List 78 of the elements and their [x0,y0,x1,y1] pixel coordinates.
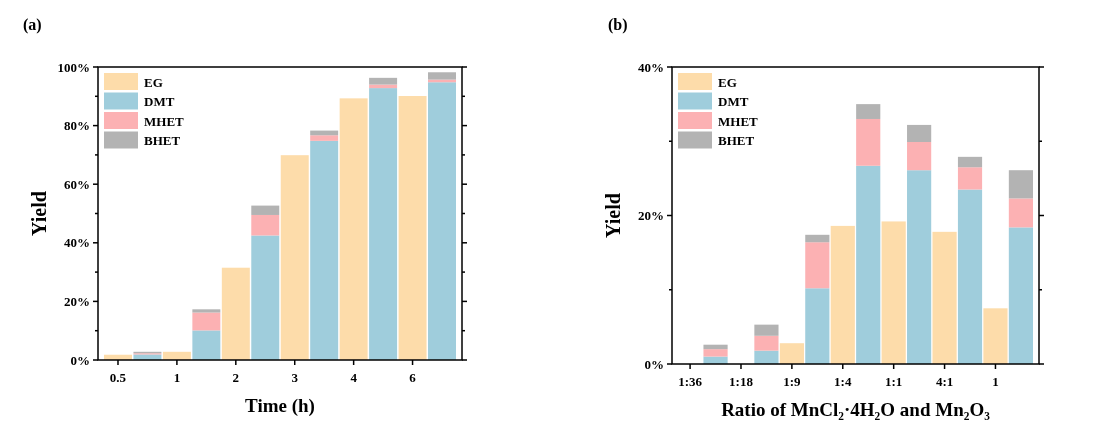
bar [805,288,830,364]
bar [1008,227,1033,364]
legend-label: EG [144,74,163,90]
x-tick-label: 1 [173,370,181,385]
bar [310,140,339,360]
bar [856,118,881,166]
bar [1008,170,1033,199]
x-tick-label: 4 [350,370,358,385]
bar [703,344,728,350]
bar [310,135,339,141]
y-tick-label: 60% [64,176,90,192]
x-axis-title: Ratio of MnCl₂·4H₂O and Mn₂O₃ [721,399,991,420]
chart-title: (b) [608,16,628,34]
x-tick-label: 0.5 [109,370,127,385]
legend-label: MHET [144,113,185,129]
x-tick-label: 2 [232,370,240,385]
y-tick-label: 40% [64,235,90,251]
legend-label: DMT [718,94,749,110]
x-axis-title: Time (h) [245,395,315,417]
bar [251,214,280,236]
x-tick-label: 1:18 [729,374,754,389]
bar [932,231,957,364]
bar [251,205,280,215]
bar [251,235,280,360]
bar [221,267,250,360]
y-tick-label: 40% [638,59,664,75]
y-tick-label: 0% [70,352,90,368]
bar [957,167,983,190]
bar [957,156,983,168]
legend-label: EG [718,74,737,90]
y-tick-label: 20% [638,208,664,224]
bar [856,104,881,119]
bar [369,88,398,360]
y-axis-title: Yield [28,191,50,236]
bar [856,165,881,364]
bar [907,170,932,364]
bar [754,335,779,351]
bar [428,72,456,80]
x-tick-label: 1:9 [783,374,802,389]
y-tick-label: 0% [644,356,664,372]
bar [703,349,728,357]
bar [192,312,221,331]
bar [805,242,830,289]
legend-label: MHET [718,113,759,129]
bar [339,98,368,360]
legend-label: BHET [718,133,755,149]
bar [805,234,830,243]
bar [779,343,804,364]
bar [881,221,906,364]
bar [983,308,1008,364]
bar [280,155,309,360]
legend-label: DMT [144,94,175,110]
bar [907,141,932,171]
bar [192,330,221,360]
bar [133,354,162,360]
y-tick-label: 100% [57,59,90,75]
x-tick-label: 1 [992,374,999,389]
y-tick-label: 80% [64,118,90,134]
x-tick-label: 4:1 [935,374,954,389]
x-tick-label: 1:4 [834,374,852,389]
bar [830,225,855,364]
x-tick-label: 1:36 [678,374,703,389]
chart-title: (a) [23,16,42,34]
bar [957,189,983,364]
bar [754,324,779,336]
bar [754,350,779,364]
y-axis-title: Yield [602,193,624,238]
y-tick-label: 20% [64,293,90,309]
bar [369,77,398,85]
bar [1008,198,1033,228]
bar [907,124,932,142]
bar [398,96,427,360]
x-tick-label: 3 [291,370,299,385]
x-tick-label: 1:1 [885,374,903,389]
bar [428,82,456,360]
bar [192,309,221,313]
x-tick-label: 6 [409,370,417,385]
legend-label: BHET [144,133,181,149]
